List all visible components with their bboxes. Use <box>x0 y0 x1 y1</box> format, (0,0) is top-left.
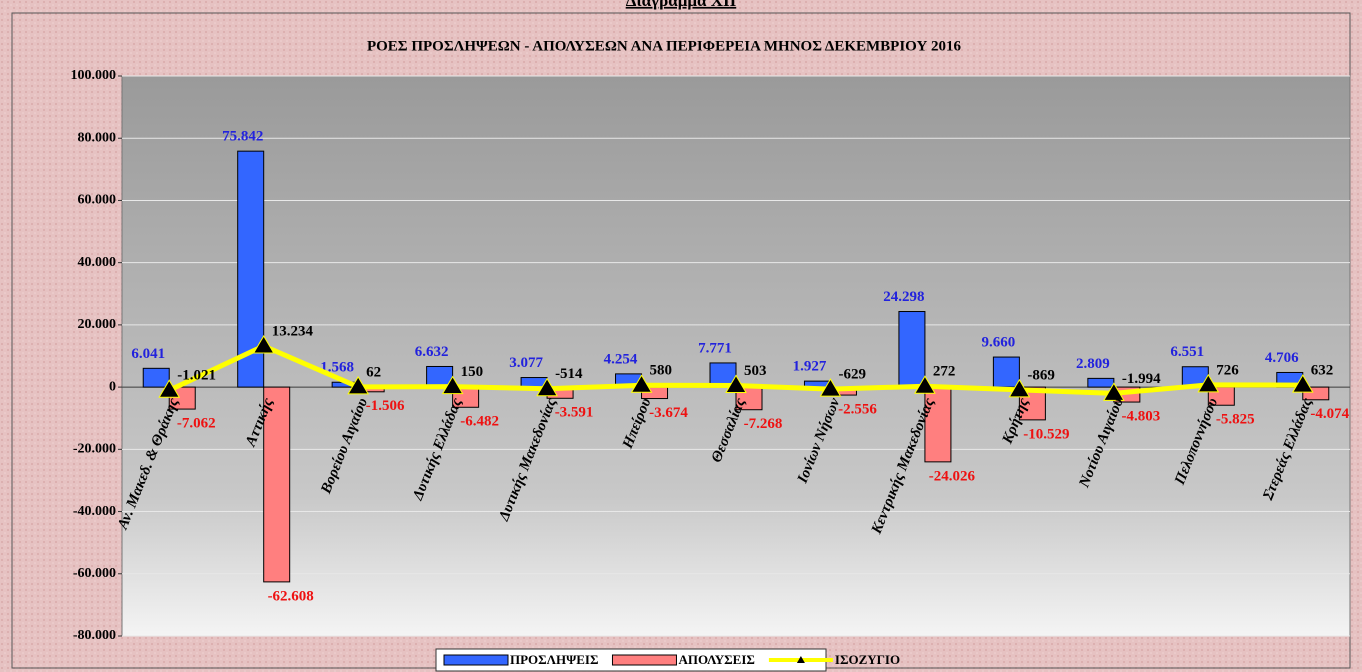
data-label: -869 <box>1027 367 1055 383</box>
legend-label: ΠΡΟΣΛΗΨΕΙΣ <box>510 652 598 667</box>
bar <box>924 386 952 463</box>
data-label: -1.506 <box>366 398 405 414</box>
balance-marker <box>725 374 747 394</box>
bar <box>1087 377 1115 388</box>
data-label: 9.660 <box>982 334 1016 350</box>
data-label: 632 <box>1311 363 1334 379</box>
legend-swatch <box>796 656 805 663</box>
y-tick-label: -40.000 <box>73 504 116 519</box>
y-tick-label: 100.000 <box>71 68 117 83</box>
data-label: -629 <box>838 367 866 383</box>
data-label: -3.591 <box>555 405 594 421</box>
y-tick-label: -60.000 <box>73 566 116 581</box>
balance-marker <box>819 378 842 397</box>
bar <box>263 386 291 583</box>
data-label: 6.632 <box>415 344 449 360</box>
data-label: 4.254 <box>604 351 638 367</box>
data-label: -7.268 <box>744 416 783 432</box>
data-label: 1.927 <box>793 359 827 375</box>
balance-marker <box>630 374 653 393</box>
data-label: -7.062 <box>177 416 216 432</box>
bar <box>898 311 926 388</box>
data-label: -4.074 <box>1310 406 1349 422</box>
data-label: 24.298 <box>883 289 924 305</box>
y-tick-label: 20.000 <box>78 317 117 332</box>
y-tick-label: -80.000 <box>73 628 116 643</box>
data-label: 150 <box>461 364 484 380</box>
legend-swatch <box>443 654 509 666</box>
balance-marker <box>252 334 275 354</box>
data-label: -62.608 <box>268 588 314 604</box>
plot-area <box>121 75 1351 637</box>
balance-marker <box>536 377 558 397</box>
balance-marker <box>441 375 464 395</box>
data-label: -5.825 <box>1216 412 1255 428</box>
balance-marker <box>347 375 370 395</box>
bar <box>992 356 1020 388</box>
y-tick-label: 0 <box>109 379 116 394</box>
data-label: -3.674 <box>649 405 688 421</box>
data-label: -2.556 <box>838 402 877 418</box>
data-label: -514 <box>555 366 583 382</box>
y-tick-label: -20.000 <box>73 442 116 457</box>
data-label: 6.041 <box>131 346 165 362</box>
data-label: 726 <box>1216 362 1239 378</box>
balance-marker <box>1197 373 1220 393</box>
legend-label: ΑΠΟΛΥΣΕΙΣ <box>678 652 754 667</box>
data-label: -10.529 <box>1023 426 1069 442</box>
data-label: 3.077 <box>509 355 543 371</box>
balance-marker <box>158 379 181 398</box>
data-label: -24.026 <box>929 468 976 484</box>
balance-marker <box>914 375 936 394</box>
y-tick-label: 40.000 <box>78 255 117 270</box>
balance-marker <box>1291 374 1314 393</box>
data-label: -4.803 <box>1121 408 1160 424</box>
data-label: 4.706 <box>1265 350 1299 366</box>
legend-swatch <box>611 654 677 666</box>
data-label: 272 <box>933 364 956 380</box>
data-label: 62 <box>366 364 381 380</box>
data-label: -6.482 <box>460 414 499 430</box>
data-label: 580 <box>650 363 673 379</box>
y-tick-label: 80.000 <box>78 130 117 145</box>
data-label: 6.551 <box>1170 344 1204 360</box>
bar <box>142 367 170 388</box>
data-label: 2.809 <box>1076 356 1110 372</box>
data-label: 13.234 <box>272 323 314 339</box>
legend: ΠΡΟΣΛΗΨΕΙΣ ΑΠΟΛΥΣΕΙΣ ΙΣΟΖΥΓΙΟ <box>435 648 900 672</box>
data-label: 503 <box>744 363 767 379</box>
balance-marker <box>1102 382 1125 401</box>
data-label: -1.994 <box>1122 371 1161 387</box>
balance-marker <box>1008 378 1031 398</box>
chart-title: ΡΟΕΣ ΠΡΟΣΛΗΨΕΩΝ - ΑΠΟΛΥΣΕΩΝ ΑΝΑ ΠΕΡΙΦΕΡΕ… <box>367 38 962 54</box>
y-tick-label: 60.000 <box>78 193 117 208</box>
data-label: 75.842 <box>222 129 263 145</box>
header: Διάγραμμα ΧΙΙ <box>626 0 737 10</box>
data-label: -1.021 <box>177 368 216 384</box>
data-label: 7.771 <box>698 340 732 356</box>
legend-label: ΙΣΟΖΥΓΙΟ <box>835 652 900 667</box>
